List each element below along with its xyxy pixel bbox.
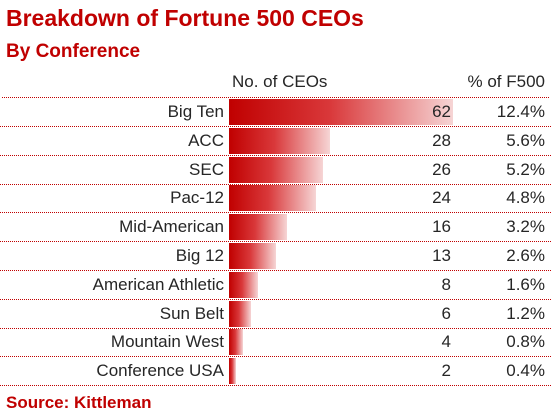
conference-label: American Athletic [92, 274, 224, 294]
table-row: Big Ten 62 12.4% [0, 98, 551, 127]
source-note: Source: Kittleman [6, 393, 152, 412]
ceo-count: 28 [432, 130, 451, 150]
table-row: Mountain West 4 0.8% [0, 328, 551, 358]
percent-value: 2.6% [506, 246, 545, 265]
ceo-count: 4 [441, 332, 451, 352]
conference-label: Pac-12 [170, 188, 224, 208]
table-row: SEC 26 5.2% [0, 156, 551, 185]
data-bar [229, 156, 323, 183]
data-bar [229, 358, 237, 385]
ceo-count: 6 [441, 303, 451, 323]
ceo-count: 13 [432, 246, 451, 265]
data-bar [229, 243, 276, 269]
ceo-count: 24 [432, 188, 451, 208]
data-bar [229, 271, 258, 298]
data-bar [229, 127, 331, 154]
percent-value: 0.4% [506, 361, 545, 381]
ceo-count: 16 [432, 217, 451, 237]
data-bar [229, 185, 316, 212]
table-row: Conference USA 2 0.4% [0, 357, 551, 387]
data-table: Big Ten 62 12.4% ACC 28 5.6% SEC 26 5.2% Pac-12 24… [0, 98, 551, 387]
data-bar [229, 300, 251, 327]
percent-value: 0.8% [506, 332, 545, 352]
percent-value: 1.6% [506, 274, 545, 294]
table-row: Pac-12 24 4.8% [0, 184, 551, 214]
percent-value: 1.2% [506, 303, 545, 323]
percent-value: 3.2% [506, 217, 545, 237]
data-bar [229, 214, 287, 241]
ceo-count: 2 [441, 361, 451, 381]
conference-label: Mid-American [119, 217, 224, 237]
conference-label: Sun Belt [159, 303, 224, 323]
table-row: Big 12 13 2.6% [0, 242, 551, 271]
table-row: Sun Belt 6 1.2% [0, 300, 551, 329]
percent-value: 12.4% [496, 102, 545, 121]
ceo-count: 8 [441, 274, 451, 294]
data-bar [229, 329, 244, 356]
chart-title: Breakdown of Fortune 500 CEOs [6, 5, 364, 31]
header-divider [2, 97, 549, 98]
conference-label: SEC [189, 159, 224, 179]
conference-label: Conference USA [96, 361, 224, 381]
column-header-percent: % of F500 [467, 72, 546, 91]
ceo-count: 26 [432, 159, 451, 179]
percent-value: 5.6% [506, 130, 545, 150]
chart-subtitle: By Conference [6, 41, 141, 62]
table-row: American Athletic 8 1.6% [0, 271, 551, 300]
conference-label: ACC [188, 130, 224, 150]
table-row: ACC 28 5.6% [0, 127, 551, 156]
conference-label: Mountain West [110, 332, 224, 352]
table-row: Mid-American 16 3.2% [0, 213, 551, 243]
percent-value: 4.8% [506, 188, 545, 208]
percent-value: 5.2% [506, 159, 545, 179]
ceo-count: 62 [432, 102, 451, 121]
data-bar [229, 99, 453, 125]
conference-label: Big Ten [167, 102, 224, 121]
column-header-count: No. of CEOs [232, 72, 328, 91]
conference-label: Big 12 [175, 246, 224, 265]
